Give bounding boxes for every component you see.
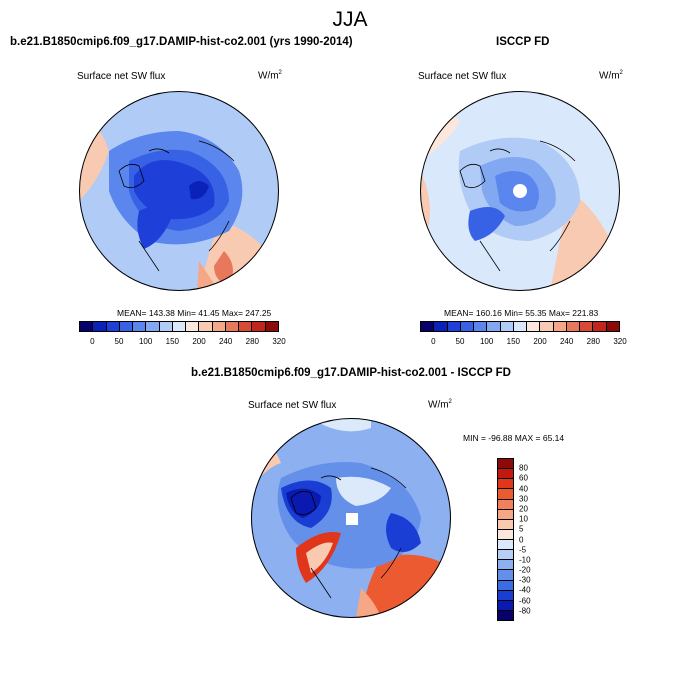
- panel-2-colorbar-ticks: 0 50 100 150 200 240 280 320: [420, 337, 627, 349]
- colorbar-tick-label: 0: [431, 337, 436, 346]
- colorbar-tick-label: 200: [533, 337, 547, 346]
- colorbar-tick-label: 60: [519, 473, 528, 483]
- colorbar-tick-label: -40: [519, 585, 531, 595]
- colorbar-swatch: [540, 322, 554, 331]
- colorbar-swatch: [252, 322, 266, 331]
- colorbar-tick-label: 240: [218, 337, 233, 346]
- colorbar-tick-label: 0: [90, 337, 95, 346]
- colorbar-tick-label: 320: [272, 337, 286, 346]
- colorbar-swatch: [498, 499, 513, 510]
- colorbar-swatch: [199, 322, 213, 331]
- colorbar-tick-label: 100: [138, 337, 153, 346]
- colorbar-swatch: [527, 322, 541, 331]
- colorbar-tick-label: 20: [519, 504, 528, 514]
- colorbar-tick-label: 40: [519, 484, 528, 494]
- colorbar-swatch: [498, 600, 513, 611]
- colorbar-tick-label: 200: [192, 337, 206, 346]
- colorbar-swatch: [498, 560, 513, 571]
- panel-2-units: W/m2: [599, 70, 623, 82]
- colorbar-swatch: [239, 322, 253, 331]
- colorbar-swatch: [146, 322, 160, 331]
- main-title: JJA: [332, 8, 368, 31]
- colorbar-tick-label: 320: [613, 337, 627, 346]
- colorbar-swatch: [447, 322, 461, 331]
- colorbar-swatch: [265, 322, 278, 331]
- colorbar-swatch: [580, 322, 594, 331]
- colorbar-swatch: [498, 529, 513, 540]
- colorbar-swatch: [186, 322, 200, 331]
- colorbar-swatch: [474, 322, 488, 331]
- colorbar-swatch: [172, 322, 187, 331]
- colorbar-swatch: [498, 580, 513, 591]
- colorbar-swatch: [93, 322, 107, 331]
- colorbar-swatch: [498, 540, 513, 551]
- colorbar-swatch: [498, 610, 513, 620]
- colorbar-swatch: [498, 590, 513, 601]
- colorbar-tick-label: 280: [245, 337, 260, 346]
- colorbar-swatch: [80, 322, 94, 331]
- panel-3-colorbar-ticks: 80 60 40 30 20 10 5 0 -5 -10 -20 -30 -40 -60 -80: [519, 458, 559, 621]
- colorbar-tick-label: -80: [519, 606, 531, 616]
- colorbar-tick-label: -5: [519, 545, 527, 555]
- colorbar-tick-label: 10: [519, 514, 528, 524]
- panel-1-polar-map: [79, 91, 279, 291]
- colorbar-tick-label: 50: [455, 337, 465, 346]
- colorbar-swatch: [498, 570, 513, 581]
- colorbar-tick-label: 150: [165, 337, 180, 346]
- colorbar-swatch: [498, 550, 513, 561]
- panel-3-variable: Surface net SW flux: [248, 400, 337, 411]
- panel-2-variable: Surface net SW flux: [418, 71, 507, 82]
- colorbar-swatch: [606, 322, 619, 331]
- colorbar-swatch: [487, 322, 501, 331]
- panel-1-variable: Surface net SW flux: [77, 71, 166, 82]
- colorbar-swatch: [513, 322, 528, 331]
- colorbar-swatch: [498, 509, 513, 520]
- panel-1-header: b.e21.B1850cmip6.f09_g17.DAMIP-hist-co2.…: [10, 36, 353, 48]
- colorbar-swatch: [498, 459, 513, 470]
- colorbar-swatch: [106, 322, 120, 331]
- panel-1-colorbar: [79, 321, 279, 332]
- panel-3-polar-map: [251, 418, 451, 618]
- colorbar-tick-label: -30: [519, 575, 531, 585]
- colorbar-tick-label: 5: [519, 524, 524, 534]
- colorbar-tick-label: 280: [586, 337, 601, 346]
- colorbar-swatch: [434, 322, 448, 331]
- colorbar-tick-label: -60: [519, 596, 531, 606]
- colorbar-swatch: [460, 322, 475, 331]
- colorbar-swatch: [119, 322, 134, 331]
- colorbar-swatch: [500, 322, 514, 331]
- colorbar-tick-label: 0: [519, 535, 524, 544]
- colorbar-swatch: [553, 322, 567, 331]
- panel-1-stats: MEAN= 143.38 Min= 41.45 Max= 247.25: [117, 308, 272, 318]
- colorbar-tick-label: -10: [519, 555, 531, 565]
- colorbar-swatch: [498, 479, 513, 490]
- panel-3-colorbar: [497, 458, 514, 621]
- colorbar-tick-label: 30: [519, 494, 528, 504]
- colorbar-swatch: [133, 322, 147, 331]
- colorbar-swatch: [212, 322, 226, 331]
- colorbar-tick-label: 100: [479, 337, 494, 346]
- panel-3-units: W/m2: [428, 399, 452, 411]
- colorbar-tick-label: -20: [519, 565, 531, 575]
- panel-1-colorbar-ticks: 0 50 100 150 200 240 280 320: [79, 337, 286, 349]
- panel-3-stats: MIN = -96.88 MAX = 65.14: [463, 433, 565, 443]
- colorbar-tick-label: 80: [519, 463, 528, 473]
- colorbar-swatch: [421, 322, 435, 331]
- colorbar-tick-label: 50: [114, 337, 124, 346]
- panel-2-header: ISCCP FD: [496, 36, 550, 48]
- panel-1-units: W/m2: [258, 70, 282, 82]
- panel-2-polar-map: [420, 91, 620, 291]
- colorbar-swatch: [225, 322, 240, 331]
- colorbar-tick-label: 240: [559, 337, 574, 346]
- colorbar-swatch: [566, 322, 581, 331]
- panel-3-header: b.e21.B1850cmip6.f09_g17.DAMIP-hist-co2.…: [191, 367, 511, 379]
- colorbar-swatch: [498, 519, 513, 530]
- colorbar-swatch: [159, 322, 173, 331]
- panel-2-stats: MEAN= 160.16 Min= 55.35 Max= 221.83: [444, 308, 599, 318]
- colorbar-tick-label: 150: [506, 337, 521, 346]
- colorbar-swatch: [498, 469, 513, 480]
- panel-2-colorbar: [420, 321, 620, 332]
- colorbar-swatch: [498, 489, 513, 500]
- colorbar-swatch: [593, 322, 607, 331]
